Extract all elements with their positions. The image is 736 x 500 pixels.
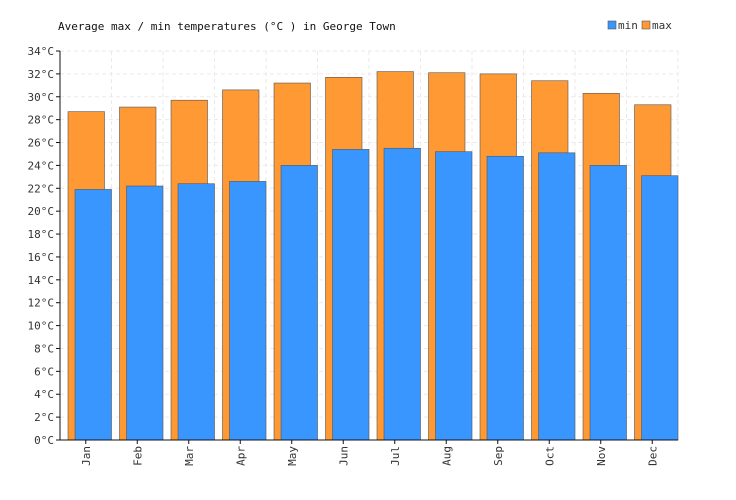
x-tick-label: Jan bbox=[80, 446, 93, 466]
x-tick-label: May bbox=[286, 446, 299, 466]
bar-min-sep bbox=[486, 155, 524, 441]
bar-min-aug bbox=[435, 151, 473, 441]
y-tick-label: 2°C bbox=[34, 411, 54, 424]
x-tick-label: Apr bbox=[234, 446, 247, 466]
y-tick-label: 12°C bbox=[28, 297, 55, 310]
legend-swatch-max bbox=[641, 20, 651, 30]
x-tick-label: Nov bbox=[595, 446, 608, 466]
y-tick-label: 32°C bbox=[28, 68, 55, 81]
y-tick-label: 34°C bbox=[28, 45, 55, 58]
bar-min-apr bbox=[229, 181, 267, 441]
legend-label-min: min bbox=[618, 19, 638, 32]
bar-min-feb bbox=[126, 185, 164, 441]
bar-min-may bbox=[280, 165, 318, 441]
bar-min-dec bbox=[641, 175, 679, 441]
bar-min-jul bbox=[383, 147, 421, 441]
y-axis-ticks: 0°C 2°C 4°C 6°C 8°C 10°C 12°C 14°C 16°C 18°C 20°C 2… bbox=[28, 45, 60, 447]
y-tick-label: 0°C bbox=[34, 434, 54, 447]
legend-swatch-min bbox=[607, 20, 617, 30]
y-tick-label: 10°C bbox=[28, 320, 55, 333]
x-tick-label: Sep bbox=[492, 446, 505, 466]
legend-label-max: max bbox=[652, 19, 672, 32]
bar-min-mar bbox=[177, 183, 215, 441]
y-tick-label: 14°C bbox=[28, 274, 55, 287]
x-tick-label: Dec bbox=[646, 446, 659, 466]
y-tick-label: 8°C bbox=[34, 342, 54, 355]
y-tick-label: 4°C bbox=[34, 388, 54, 401]
legend: min max bbox=[607, 19, 672, 32]
y-tick-label: 16°C bbox=[28, 251, 55, 264]
x-axis-ticks: Jan Feb Mar Apr May Jun Jul Aug Sep Oct Nov Dec bbox=[80, 440, 659, 466]
bar-min-jun bbox=[332, 149, 370, 441]
y-tick-label: 22°C bbox=[28, 182, 55, 195]
chart-title: Average max / min temperatures (°C ) in … bbox=[58, 20, 396, 33]
bar-min-jan bbox=[74, 189, 112, 441]
y-tick-label: 6°C bbox=[34, 365, 54, 378]
x-tick-label: Feb bbox=[131, 446, 144, 466]
y-tick-label: 30°C bbox=[28, 91, 55, 104]
x-tick-label: Aug bbox=[440, 446, 453, 466]
bars bbox=[67, 71, 679, 441]
bar-min-oct bbox=[538, 152, 576, 441]
x-tick-label: Jul bbox=[389, 446, 402, 466]
x-tick-label: Jun bbox=[337, 446, 350, 466]
y-tick-label: 18°C bbox=[28, 228, 55, 241]
x-tick-label: Oct bbox=[543, 446, 556, 466]
bar-min-nov bbox=[589, 165, 627, 441]
y-tick-label: 24°C bbox=[28, 159, 55, 172]
y-tick-label: 20°C bbox=[28, 205, 55, 218]
x-tick-label: Mar bbox=[183, 446, 196, 466]
y-tick-label: 26°C bbox=[28, 137, 55, 150]
y-tick-label: 28°C bbox=[28, 114, 55, 127]
